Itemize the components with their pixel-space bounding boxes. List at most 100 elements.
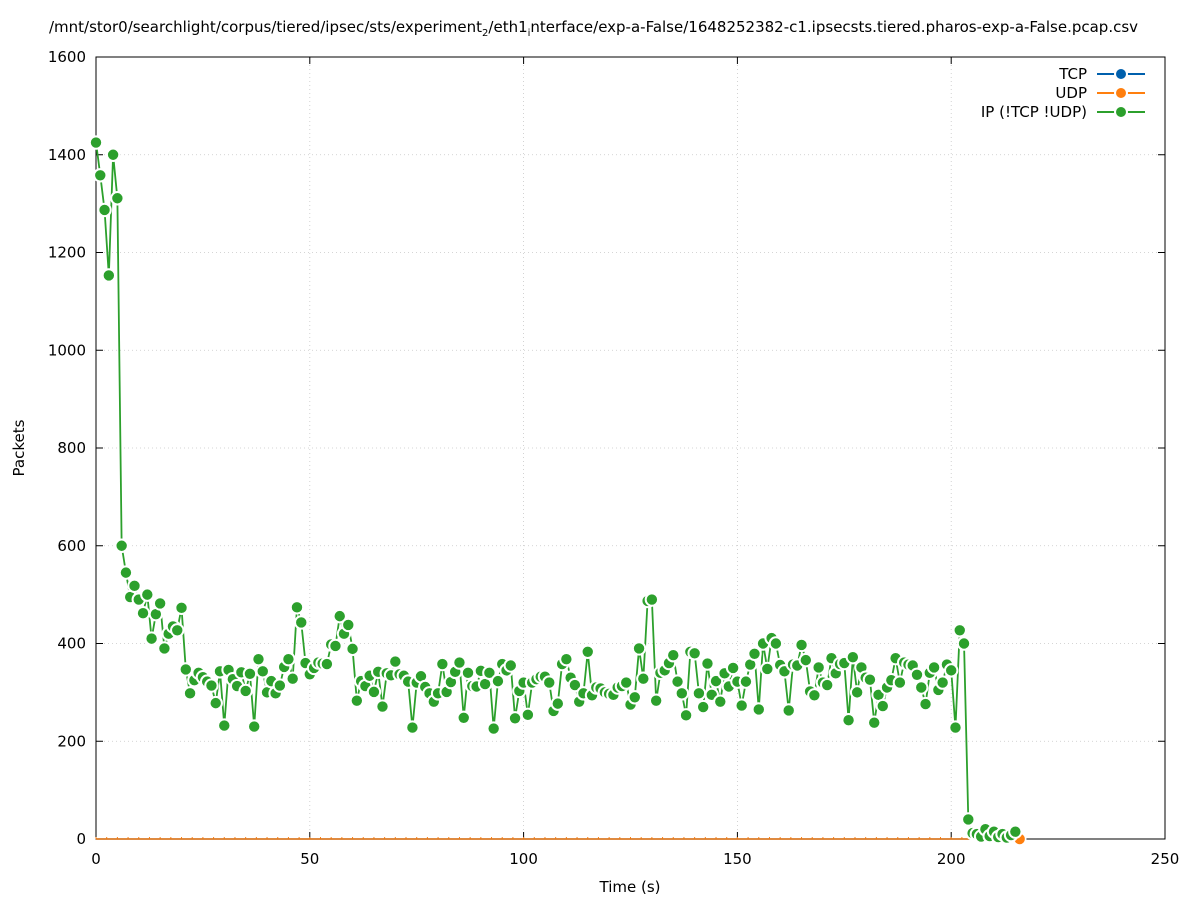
data-point: [708, 673, 724, 689]
y-tick-label: 600: [57, 537, 86, 555]
data-point: [811, 660, 826, 675]
data-point: [935, 675, 950, 690]
data-point: [152, 596, 168, 611]
data-point: [435, 656, 450, 672]
y-tick-label: 1400: [48, 146, 86, 164]
data-point: [567, 677, 583, 693]
data-point: [328, 638, 343, 654]
data-point: [751, 702, 766, 717]
data-point: [289, 600, 305, 615]
data-point: [892, 675, 908, 690]
data-point: [375, 699, 390, 714]
data-point: [952, 623, 967, 638]
data-point: [550, 696, 566, 711]
data-point: [849, 685, 865, 700]
data-point: [845, 649, 861, 665]
data-point: [332, 608, 347, 624]
x-tick-label: 50: [300, 850, 319, 868]
data-point: [208, 695, 223, 711]
x-axis-label: Time (s): [599, 878, 661, 896]
data-point: [345, 641, 360, 657]
data-point: [781, 703, 796, 718]
chart-title-part3: nterface/exp-a-False/1648252382-c1.ipsec…: [530, 18, 1139, 36]
data-point: [725, 660, 741, 676]
data-point: [644, 592, 660, 607]
data-point: [135, 605, 151, 621]
data-point: [542, 675, 557, 690]
legend-item: UDP: [1055, 84, 1145, 102]
data-point: [366, 684, 382, 700]
data-point: [559, 651, 574, 667]
data-point: [768, 636, 784, 651]
data-point: [341, 617, 356, 633]
data-point: [105, 147, 121, 162]
y-tick-label: 1200: [48, 244, 86, 262]
data-point: [178, 662, 193, 677]
legend-marker: [1114, 86, 1128, 100]
data-point: [909, 667, 925, 682]
series-2: [88, 135, 1023, 845]
y-tick-label: 1600: [48, 48, 86, 66]
data-point: [507, 711, 523, 726]
legend-marker: [1114, 67, 1128, 81]
data-point: [695, 699, 711, 715]
data-point: [794, 637, 809, 653]
data-point: [281, 651, 296, 667]
x-tick-label: 100: [509, 850, 538, 868]
chart-title-sub2: i: [527, 28, 531, 39]
data-point: [170, 623, 185, 638]
data-point: [486, 721, 501, 736]
data-point: [101, 268, 117, 283]
chart-title: /mnt/stor0/searchlight/corpus/tiered/ips…: [49, 18, 1138, 39]
data-point: [182, 686, 198, 701]
data-point: [944, 663, 959, 678]
data-point: [819, 677, 835, 693]
y-tick-label: 200: [57, 732, 86, 750]
data-point: [627, 690, 642, 705]
data-point: [747, 646, 762, 661]
data-point: [456, 710, 471, 725]
y-tick-label: 800: [57, 439, 86, 457]
legend-item: IP (!TCP !UDP): [981, 103, 1145, 121]
data-point: [174, 600, 189, 616]
data-point: [520, 707, 536, 723]
data-point: [217, 718, 232, 733]
data-point: [914, 680, 929, 695]
data-point: [88, 135, 104, 150]
data-point: [807, 688, 822, 703]
data-point: [648, 693, 664, 708]
data-point: [255, 664, 270, 679]
data-point: [285, 671, 300, 686]
data-point: [734, 698, 749, 713]
data-point: [140, 587, 155, 602]
data-point: [114, 538, 129, 553]
data-point: [636, 671, 651, 686]
legend-label: TCP: [1058, 65, 1087, 83]
data-point: [713, 694, 728, 709]
data-point: [670, 674, 685, 689]
data-point: [118, 565, 134, 580]
data-point: [841, 713, 856, 728]
legend-label: IP (!TCP !UDP): [981, 103, 1087, 121]
data-point: [238, 683, 253, 699]
data-point: [490, 673, 506, 689]
data-point: [687, 646, 702, 661]
data-point: [157, 641, 172, 656]
data-point: [631, 641, 647, 656]
series-line: [95, 142, 1016, 839]
axis-ticks: 0 50 100 150 200 250 0 200 400 600 800 1000 1200 1400…: [48, 48, 1180, 868]
data-point: [926, 660, 942, 675]
data-point: [272, 678, 288, 693]
data-point: [738, 674, 754, 689]
data-point: [294, 615, 309, 630]
data-point: [349, 693, 365, 708]
chart-title-part2: /eth1: [488, 18, 528, 36]
data-point: [110, 191, 125, 206]
data-point: [678, 708, 694, 723]
data-point: [956, 636, 972, 651]
series-area: [88, 135, 1027, 846]
data-point: [144, 631, 159, 646]
data-point: [97, 202, 112, 218]
data-point: [388, 654, 403, 669]
